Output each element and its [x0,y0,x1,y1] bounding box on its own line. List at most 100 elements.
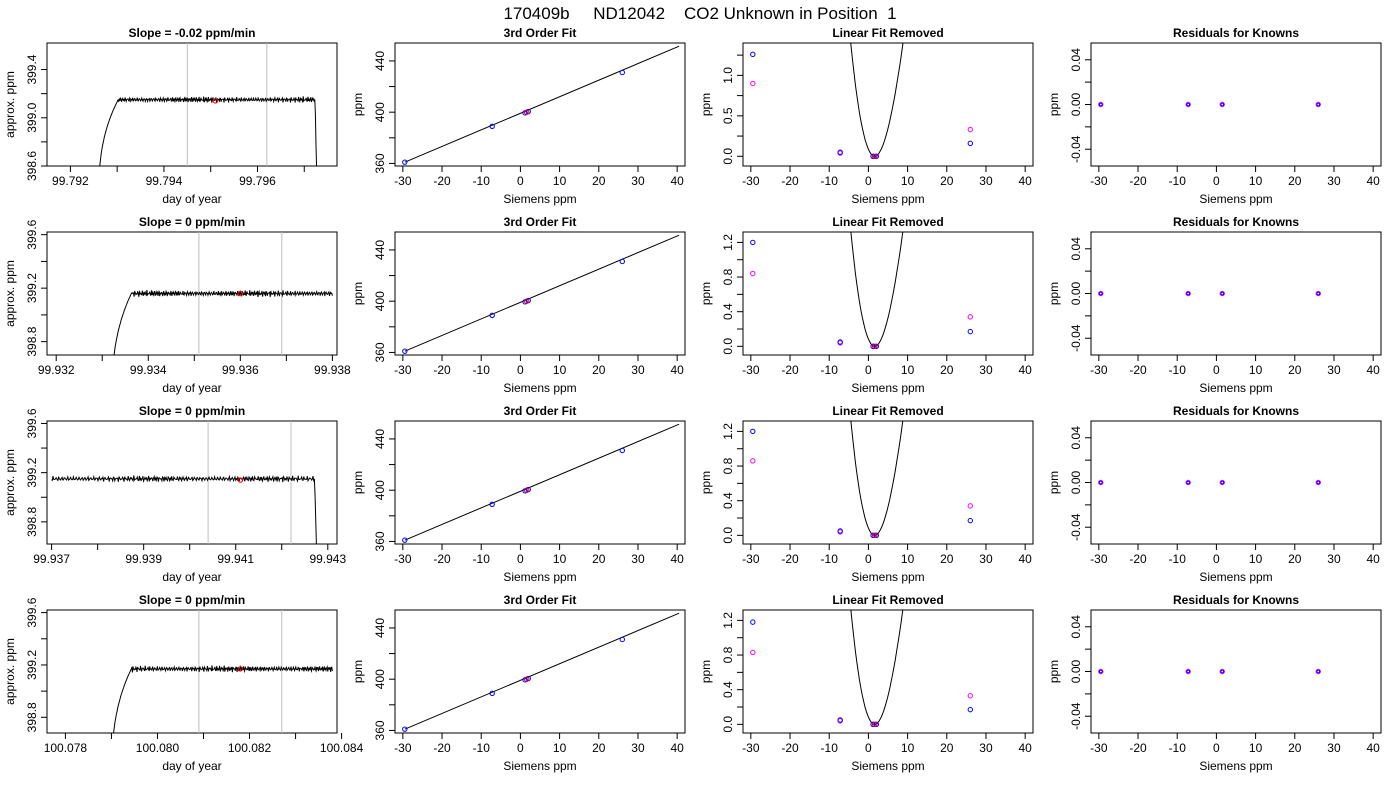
y-tick-label: 440 [373,618,387,638]
x-tick-label: 20 [1288,363,1302,377]
x-tick-label: 100.080 [136,741,180,755]
chart-panel: Slope = -0.02 ppm/min 99.792 99.794 99.796 3… [3,26,338,206]
x-axis-label: Siemens ppm [851,570,924,584]
y-tick-label: 0.5 [721,107,735,124]
x-tick-label: 10 [901,741,915,755]
standard-point [489,690,495,696]
y-tick-label: 0.04 [1069,615,1083,639]
concentration-trace [113,289,333,355]
y-tick-label: -0.04 [1069,702,1083,730]
x-tick-label: 20 [940,363,954,377]
y-tick-label: 399.6 [25,408,39,438]
linear-residual-point [967,314,973,320]
y-tick-label: 360 [373,531,387,551]
residual-point [1220,480,1225,485]
plot-area [750,610,973,728]
residual-point [1098,102,1103,107]
linear-residual-point [967,126,973,133]
x-tick-label: -10 [1169,741,1187,755]
residual-point [1316,669,1321,674]
panel-title: 3rd Order Fit [504,404,577,418]
residual-point-outer [1315,668,1321,675]
residual-point [1186,669,1191,674]
plot-frame [1090,42,1382,167]
x-tick-label: 30 [1327,741,1341,755]
x-tick-label: 20 [592,174,606,188]
mean-marker [212,98,219,104]
residual-point [1316,480,1321,485]
x-tick-label: 0 [517,174,524,188]
panel-title: Residuals for Knowns [1173,404,1299,418]
x-axis-label: Siemens ppm [851,759,924,773]
x-axis-label: Siemens ppm [503,381,576,395]
y-tick-label: 399.4 [25,54,39,84]
residual-point [1220,102,1225,107]
standard-point [750,51,756,58]
residual-point [1316,291,1321,296]
y-tick-label: -0.04 [1069,513,1083,541]
x-tick-label: -20 [433,363,451,377]
x-tick-label: 30 [1327,363,1341,377]
standard-point [837,528,843,534]
y-axis-label: approx. ppm [3,449,17,516]
plot-area [1098,668,1321,675]
residual-point-outer [1098,479,1104,486]
plot-area [51,421,317,544]
linear-residual-point [967,693,973,699]
x-tick-label: 20 [592,552,606,566]
x-tick-label: -30 [1090,741,1108,755]
y-tick-label: 399.0 [25,102,39,132]
x-tick-label: -20 [781,174,799,188]
plot-frame [742,42,1034,167]
fit-line [404,423,680,541]
panel-title: Linear Fit Removed [832,404,943,418]
chart-panel: 3rd Order Fit -30 -20 -10 0 10 20 30 40 360 400 440… [351,593,686,773]
cubic-residual-curve [850,232,904,347]
plot-area [402,423,680,543]
residual-point [1186,480,1191,485]
linear-residual-point [750,458,756,464]
x-axis-label: day of year [162,570,221,584]
standard-point [837,717,843,723]
y-tick-label: 440 [373,51,387,71]
linear-residual-point [750,270,756,277]
y-tick-label: 399.2 [25,457,39,487]
x-tick-label: -20 [1129,363,1147,377]
plot-frame [46,420,338,545]
x-tick-label: 20 [1288,174,1302,188]
fit-line [404,612,680,730]
y-tick-label: 398.6 [25,151,39,181]
chart-panel: Linear Fit Removed -30 -20 -10 0 10 20 30 40 0.0 0… [699,404,1034,584]
x-axis-label: Siemens ppm [1199,570,1272,584]
panel-title: 3rd Order Fit [504,593,577,607]
x-tick-label: -30 [742,741,760,755]
x-axis-label: Siemens ppm [503,570,576,584]
residual-point-outer [1098,101,1104,108]
x-tick-label: 40 [1366,363,1380,377]
x-tick-label: -20 [1129,552,1147,566]
x-tick-label: 30 [979,174,993,188]
unknown-point [871,532,878,539]
x-tick-label: 0 [865,552,872,566]
panel-title: Residuals for Knowns [1173,26,1299,40]
x-tick-label: 10 [901,552,915,566]
x-axis-label: Siemens ppm [1199,759,1272,773]
plot-frame [742,231,1034,356]
standard-point [967,140,973,147]
y-tick-label: 398.8 [25,702,39,732]
plot-area [1098,290,1321,297]
x-tick-label: 0 [1213,741,1220,755]
chart-panel: Residuals for Knowns -30 -20 -10 0 10 20 30 40 -0… [1047,593,1382,773]
x-tick-label: -30 [742,174,760,188]
residual-point-outer [1315,290,1321,297]
x-tick-label: -10 [473,552,491,566]
cubic-residual-curve [850,610,904,725]
panel-title: Slope = 0 ppm/min [139,215,245,229]
plot-frame [1090,231,1382,356]
x-tick-label: -30 [394,552,412,566]
unknown-point [523,676,530,682]
x-tick-label: -30 [742,552,760,566]
figure-title: 170409b ND12042 CO2 Unknown in Position … [503,4,896,23]
cubic-residual-curve [850,43,904,157]
